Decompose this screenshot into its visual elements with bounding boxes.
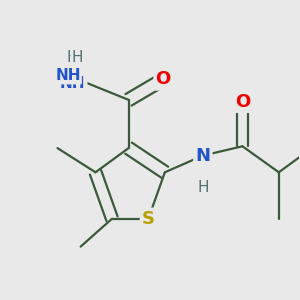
Text: N: N (195, 147, 210, 165)
Text: NH: NH (60, 76, 85, 91)
Text: O: O (235, 93, 250, 111)
Text: N: N (195, 147, 210, 165)
Text: S: S (142, 210, 155, 228)
Text: O: O (156, 70, 171, 88)
Text: NH: NH (55, 68, 81, 83)
Text: H: H (72, 50, 83, 64)
Text: H: H (67, 50, 78, 64)
Text: S: S (142, 210, 155, 228)
Text: O: O (156, 70, 171, 88)
Text: H: H (197, 180, 208, 195)
Text: O: O (235, 93, 250, 111)
Text: H: H (197, 180, 208, 195)
